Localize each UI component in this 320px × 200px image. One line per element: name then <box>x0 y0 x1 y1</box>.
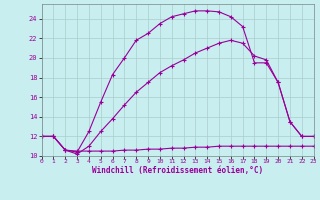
X-axis label: Windchill (Refroidissement éolien,°C): Windchill (Refroidissement éolien,°C) <box>92 166 263 175</box>
